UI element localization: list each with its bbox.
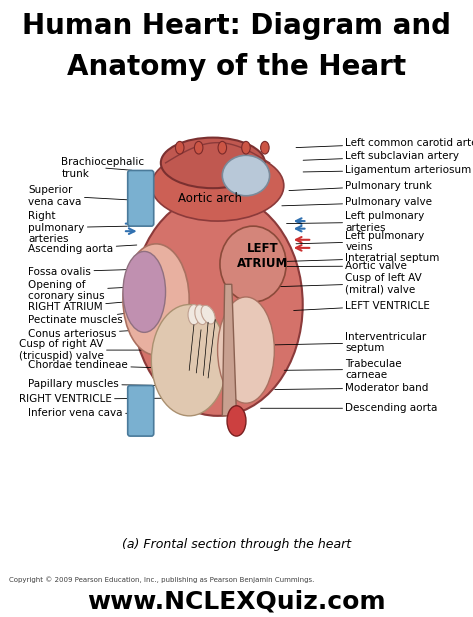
Text: Pectinate muscles: Pectinate muscles <box>28 312 132 325</box>
Ellipse shape <box>151 305 227 416</box>
Text: Cusp of left AV
(mitral) valve: Cusp of left AV (mitral) valve <box>275 273 422 294</box>
Ellipse shape <box>151 151 284 221</box>
Ellipse shape <box>195 305 207 325</box>
Text: Aortic valve: Aortic valve <box>265 261 407 271</box>
Text: Brachiocephalic
trunk: Brachiocephalic trunk <box>61 157 145 179</box>
Text: RIGHT ATRIUM: RIGHT ATRIUM <box>28 300 139 312</box>
Ellipse shape <box>222 155 270 196</box>
Text: Fossa ovalis: Fossa ovalis <box>28 267 141 276</box>
Text: LEFT VENTRICLE: LEFT VENTRICLE <box>294 300 430 310</box>
Text: Ligamentum arteriosum: Ligamentum arteriosum <box>303 165 472 175</box>
Text: Chordae tendineae: Chordae tendineae <box>28 360 156 370</box>
Text: Anatomy of the Heart: Anatomy of the Heart <box>67 52 406 81</box>
FancyBboxPatch shape <box>128 386 154 436</box>
Ellipse shape <box>175 141 184 154</box>
Ellipse shape <box>161 138 265 188</box>
Text: Conus arteriosus: Conus arteriosus <box>28 329 141 339</box>
Text: Right
pulmonary
arteries: Right pulmonary arteries <box>28 211 127 244</box>
Text: Superior
vena cava: Superior vena cava <box>28 185 134 207</box>
Text: (a) Frontal section through the heart: (a) Frontal section through the heart <box>122 539 351 552</box>
Text: RIGHT VENTRICLE: RIGHT VENTRICLE <box>19 394 167 404</box>
Text: Left subclavian artery: Left subclavian artery <box>303 151 459 161</box>
Text: LEFT
ATRIUM: LEFT ATRIUM <box>237 242 288 270</box>
Ellipse shape <box>261 141 269 154</box>
Text: Opening of
coronary sinus: Opening of coronary sinus <box>28 280 134 301</box>
Ellipse shape <box>194 141 203 154</box>
Ellipse shape <box>218 141 227 154</box>
FancyBboxPatch shape <box>128 170 154 226</box>
Text: Inferior vena cava: Inferior vena cava <box>28 408 149 418</box>
Text: Human Heart: Diagram and: Human Heart: Diagram and <box>22 12 451 40</box>
Ellipse shape <box>188 305 200 325</box>
Ellipse shape <box>220 226 286 302</box>
Text: www.NCLEXQuiz.com: www.NCLEXQuiz.com <box>87 589 386 613</box>
Text: Ascending aorta: Ascending aorta <box>28 244 137 254</box>
Ellipse shape <box>123 244 189 355</box>
Text: Copyright © 2009 Pearson Education, Inc., publishing as Pearson Benjamin Cumming: Copyright © 2009 Pearson Education, Inc.… <box>9 577 315 583</box>
Text: Cusp of right AV
(tricuspid) valve: Cusp of right AV (tricuspid) valve <box>19 339 141 361</box>
Text: Pulmonary valve: Pulmonary valve <box>282 197 432 207</box>
Text: Descending aorta: Descending aorta <box>261 404 438 413</box>
Text: Interventricular
septum: Interventricular septum <box>270 332 427 354</box>
Text: Aortic arch: Aortic arch <box>178 192 243 205</box>
Ellipse shape <box>218 297 274 404</box>
Text: Moderator band: Moderator band <box>275 383 429 393</box>
Text: Left common carotid artery: Left common carotid artery <box>296 138 473 147</box>
Ellipse shape <box>132 193 303 416</box>
Ellipse shape <box>227 406 246 436</box>
Ellipse shape <box>201 305 215 324</box>
Text: Left pulmonary
veins: Left pulmonary veins <box>296 231 425 252</box>
Text: Trabeculae
carneae: Trabeculae carneae <box>284 358 402 380</box>
Ellipse shape <box>123 252 166 333</box>
Text: Interatrial septum: Interatrial septum <box>284 253 440 263</box>
Polygon shape <box>222 284 236 416</box>
Ellipse shape <box>242 141 250 154</box>
Text: Papillary muscles: Papillary muscles <box>28 379 160 389</box>
Text: Pulmonary trunk: Pulmonary trunk <box>289 181 432 191</box>
Text: Left pulmonary
arteries: Left pulmonary arteries <box>287 211 425 233</box>
